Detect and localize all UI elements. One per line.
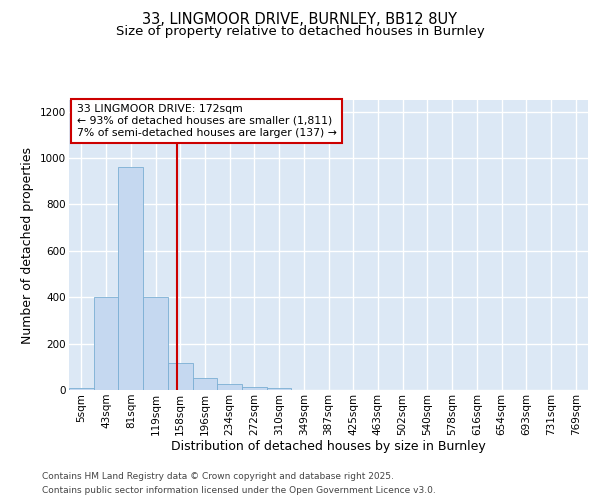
Bar xyxy=(242,386,267,390)
Text: Contains HM Land Registry data © Crown copyright and database right 2025.: Contains HM Land Registry data © Crown c… xyxy=(42,472,394,481)
Bar xyxy=(217,384,242,390)
Bar xyxy=(94,297,118,390)
Y-axis label: Number of detached properties: Number of detached properties xyxy=(22,146,34,344)
Text: 33, LINGMOOR DRIVE, BURNLEY, BB12 8UY: 33, LINGMOOR DRIVE, BURNLEY, BB12 8UY xyxy=(143,12,458,28)
X-axis label: Distribution of detached houses by size in Burnley: Distribution of detached houses by size … xyxy=(171,440,486,454)
Bar xyxy=(168,364,193,390)
Text: Contains public sector information licensed under the Open Government Licence v3: Contains public sector information licen… xyxy=(42,486,436,495)
Bar xyxy=(69,388,94,390)
Text: Size of property relative to detached houses in Burnley: Size of property relative to detached ho… xyxy=(116,25,484,38)
Text: 33 LINGMOOR DRIVE: 172sqm
← 93% of detached houses are smaller (1,811)
7% of sem: 33 LINGMOOR DRIVE: 172sqm ← 93% of detac… xyxy=(77,104,337,138)
Bar xyxy=(118,168,143,390)
Bar xyxy=(267,388,292,390)
Bar xyxy=(193,378,217,390)
Bar xyxy=(143,297,168,390)
